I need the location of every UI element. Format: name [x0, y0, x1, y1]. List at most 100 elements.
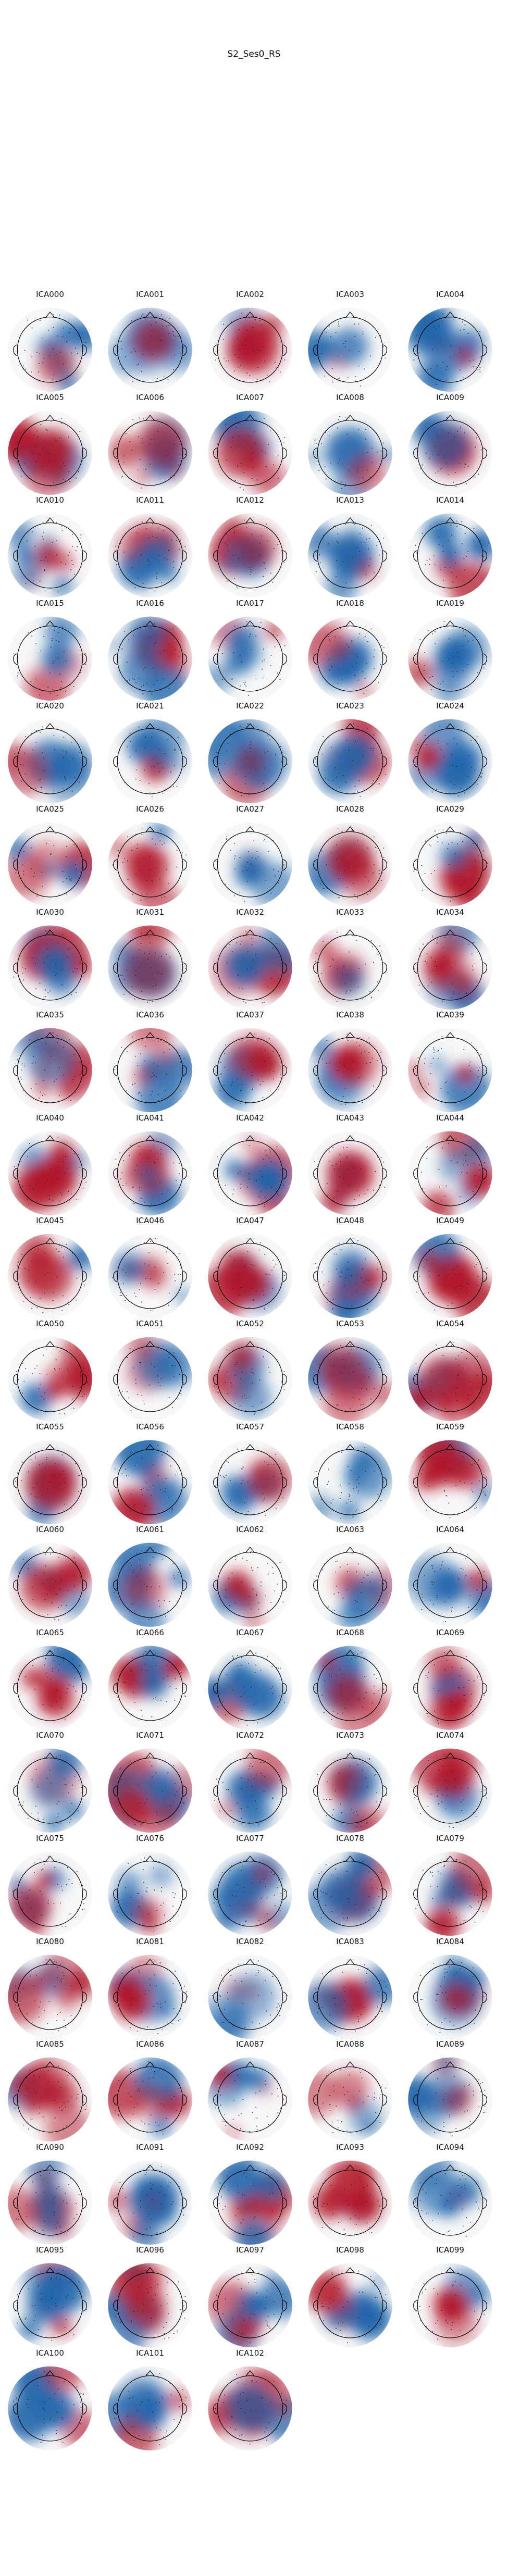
topomap-head: [208, 2160, 292, 2245]
topomap-head: [108, 1234, 192, 1318]
topomap-title: ICA027: [236, 804, 264, 814]
topomap-title: ICA086: [136, 2039, 164, 2049]
topomap-head: [408, 1646, 492, 1730]
topomap-head: [308, 2057, 392, 2142]
topomap-head: [308, 410, 392, 495]
topomap-ica031: ICA031: [101, 907, 200, 1028]
topomap-title: ICA025: [36, 804, 64, 814]
topomap-head: [8, 616, 92, 701]
topomap-ica014: ICA014: [401, 495, 500, 616]
topomap-ica006: ICA006: [101, 393, 200, 514]
topomap-title: ICA020: [36, 701, 64, 711]
topomap-head: [208, 1646, 292, 1730]
topomap-ica029: ICA029: [401, 804, 500, 925]
topomap-head: [8, 1646, 92, 1730]
topomap-ica062: ICA062: [201, 1525, 300, 1646]
topomap-ica017: ICA017: [201, 599, 300, 719]
topomap-title: ICA087: [236, 2039, 264, 2049]
topomap-title: ICA059: [436, 1422, 464, 1432]
topomap-ica085: ICA085: [1, 2039, 100, 2160]
topomap-head: [308, 1337, 392, 1421]
topomap-ica011: ICA011: [101, 495, 200, 616]
topomap-head: [208, 2263, 292, 2348]
topomap-title: ICA022: [236, 701, 264, 711]
topomap-head: [208, 719, 292, 804]
topomap-head: [8, 1131, 92, 1215]
topomap-ica058: ICA058: [301, 1422, 400, 1543]
topomap-head: [108, 1542, 192, 1627]
topomap-ica099: ICA099: [401, 2245, 500, 2366]
topomap-ica060: ICA060: [1, 1525, 100, 1646]
topomap-ica072: ICA072: [201, 1731, 300, 1851]
topomap-title: ICA077: [236, 1834, 264, 1843]
topomap-head: [308, 822, 392, 906]
topomap-head: [8, 1748, 92, 1833]
topomap-ica012: ICA012: [201, 495, 300, 616]
topomap-head: [8, 513, 92, 598]
topomap-head: [408, 2160, 492, 2245]
topomap-ica000: ICA000: [1, 290, 100, 410]
topomap-title: ICA068: [336, 1627, 364, 1637]
topomap-ica026: ICA026: [101, 804, 200, 925]
topomap-ica010: ICA010: [1, 495, 100, 616]
topomap-head: [108, 719, 192, 804]
topomap-ica052: ICA052: [201, 1319, 300, 1440]
topomap-title: ICA016: [136, 598, 164, 608]
topomap-title: ICA064: [436, 1525, 464, 1535]
topomap-title: ICA008: [336, 392, 364, 402]
topomap-title: ICA071: [136, 1731, 164, 1740]
topomap-head: [108, 410, 192, 495]
topomap-title: ICA092: [236, 2142, 264, 2152]
topomap-ica063: ICA063: [301, 1525, 400, 1646]
topomap-title: ICA048: [336, 1216, 364, 1226]
topomap-head: [108, 2057, 192, 2142]
topomap-ica066: ICA066: [101, 1628, 200, 1749]
topomap-ica070: ICA070: [1, 1731, 100, 1851]
topomap-ica071: ICA071: [101, 1731, 200, 1851]
topomap-title: ICA095: [36, 2245, 64, 2255]
topomap-ica067: ICA067: [201, 1628, 300, 1749]
topomap-title: ICA070: [36, 1731, 64, 1740]
topomap-ica018: ICA018: [301, 599, 400, 719]
topomap-head: [408, 925, 492, 1010]
topomap-head: [8, 2263, 92, 2348]
topomap-ica008: ICA008: [301, 393, 400, 514]
topomap-title: ICA055: [36, 1422, 64, 1432]
topomap-head: [408, 2057, 492, 2142]
topomap-head: [208, 822, 292, 906]
topomap-title: ICA067: [236, 1627, 264, 1637]
topomap-title: ICA007: [236, 392, 264, 402]
topomap-title: ICA019: [436, 598, 464, 608]
topomap-ica056: ICA056: [101, 1422, 200, 1543]
topomap-ica080: ICA080: [1, 1937, 100, 2058]
topomap-title: ICA061: [136, 1525, 164, 1535]
topomap-head: [208, 616, 292, 701]
topomap-head: [308, 1131, 392, 1215]
topomap-title: ICA073: [336, 1731, 364, 1740]
topomap-head: [408, 1028, 492, 1113]
topomap-title: ICA051: [136, 1319, 164, 1328]
topomap-title: ICA029: [436, 804, 464, 814]
topomap-ica087: ICA087: [201, 2039, 300, 2160]
topomap-head: [8, 410, 92, 495]
topomap-ica037: ICA037: [201, 1010, 300, 1131]
topomap-title: ICA023: [336, 701, 364, 711]
topomap-head: [308, 1440, 392, 1524]
topomap-title: ICA005: [36, 392, 64, 402]
topomap-head: [108, 1131, 192, 1215]
topomap-head: [308, 1646, 392, 1730]
topomap-ica019: ICA019: [401, 599, 500, 719]
topomap-head: [308, 1955, 392, 2039]
topomap-head: [408, 1542, 492, 1627]
topomap-title: ICA083: [336, 1936, 364, 1946]
topomap-ica061: ICA061: [101, 1525, 200, 1646]
topomap-title: ICA054: [436, 1319, 464, 1328]
topomap-title: ICA030: [36, 907, 64, 917]
topomap-title: ICA101: [136, 2348, 164, 2358]
topomap-ica005: ICA005: [1, 393, 100, 514]
topomap-title: ICA013: [336, 495, 364, 505]
topomap-title: ICA074: [436, 1731, 464, 1740]
topomap-ica093: ICA093: [301, 2143, 400, 2263]
topomap-ica081: ICA081: [101, 1937, 200, 2058]
figure-title: S2_Ses0_RS: [227, 49, 281, 59]
